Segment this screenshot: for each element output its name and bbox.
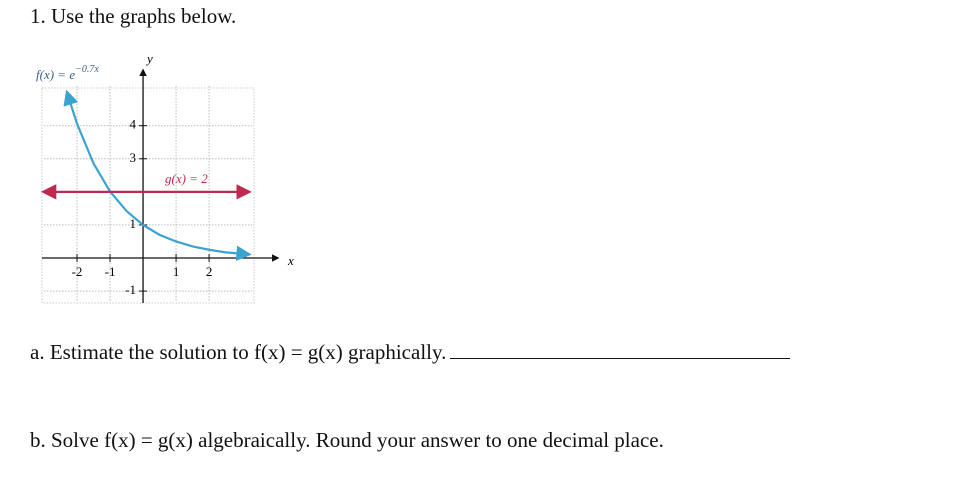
series-label: f(x) = e−0.7x [36, 64, 99, 82]
question-title: 1. Use the graphs below. [30, 4, 237, 28]
answer-blank [450, 358, 791, 359]
grid-frame [41, 87, 255, 304]
x-tick-label: 2 [206, 264, 213, 279]
series-label: g(x) = 2 [165, 171, 208, 186]
x-axis-label: x [287, 253, 294, 268]
series-line [63, 89, 252, 261]
part-a: a. Estimate the solution to f(x) = g(x) … [30, 340, 791, 365]
series-name: f(x) = e [36, 67, 75, 82]
series-name: g(x) = 2 [165, 171, 208, 186]
x-tick-label: -2 [72, 264, 83, 279]
y-tick-label: 3 [130, 150, 137, 165]
part-a-text: a. Estimate the solution to f(x) = g(x) … [30, 340, 447, 364]
x-tick-label: -1 [105, 264, 116, 279]
y-tick-label: -1 [125, 282, 136, 297]
y-tick-label: 4 [130, 117, 137, 132]
y-axis-label: y [145, 51, 153, 66]
series-exponent: −0.7x [75, 64, 99, 75]
x-tick-label: 1 [173, 264, 180, 279]
part-b: b. Solve f(x) = g(x) algebraically. Roun… [30, 428, 664, 452]
